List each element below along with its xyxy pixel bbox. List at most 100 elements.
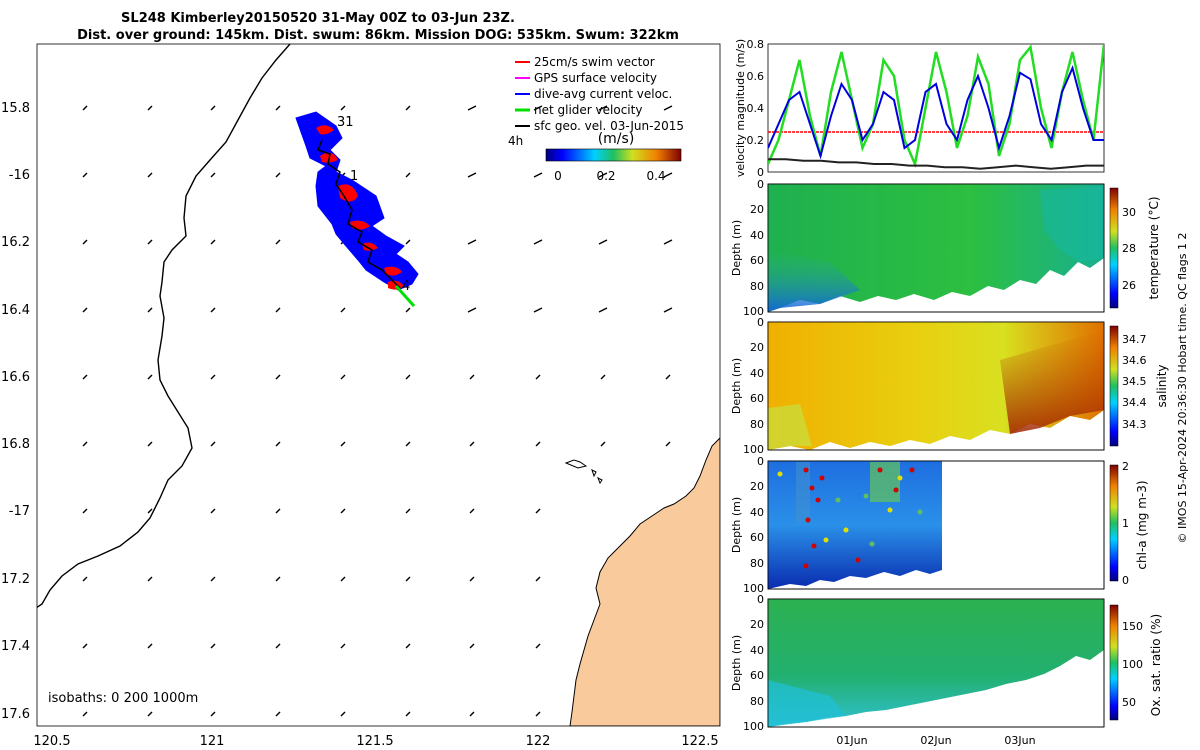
sfc-velocity-arrow (405, 307, 411, 313)
sfc-velocity-arrow (600, 441, 606, 447)
legend-4h: 4h (508, 134, 523, 148)
temperature-y-tick: 20 (750, 203, 764, 216)
sfc-velocity-arrow (469, 711, 475, 717)
chlorophyll-dot (803, 563, 809, 569)
sfc-velocity-arrow (600, 374, 606, 380)
sfc-velocity-arrow (275, 105, 281, 111)
track-red-dot (362, 242, 378, 251)
map-panel: 31 1 4 25cm/s swim vector GPS surface ve… (1, 43, 721, 749)
sfc-velocity-arrow (535, 508, 541, 514)
chlorophyll-cbar-tick: 0 (1122, 574, 1129, 587)
chlorophyll-dot (917, 509, 923, 515)
track-label-4: 4 (402, 279, 410, 294)
chlorophyll-dot (843, 527, 849, 533)
sfc-velocity-arrow (210, 105, 216, 111)
map-colorbar (545, 148, 682, 162)
sfc-velocity-arrow (598, 307, 608, 313)
sfc-velocity-arrow (467, 105, 477, 111)
chlorophyll-dots (777, 467, 923, 569)
velocity-y-tick: 0 (757, 166, 764, 179)
map-colorbar-tick: 0.4 (646, 169, 665, 183)
sfc-velocity-arrow (405, 172, 411, 178)
sfc-velocity-arrow (340, 307, 346, 313)
oxygen-colorbar (1109, 604, 1119, 721)
temperature-y-label: Depth (m) (730, 220, 743, 276)
salinity-y-tick: 100 (743, 443, 764, 456)
chlorophyll-dot (877, 467, 883, 473)
sfc-velocity-arrow (405, 374, 411, 380)
chlorophyll-dot (909, 467, 915, 473)
sfc-velocity-arrow (533, 239, 543, 245)
chlorophyll-dot (869, 541, 875, 547)
salinity-cbar-tick: 34.6 (1122, 354, 1147, 367)
sfc-velocity-arrow (405, 239, 411, 245)
sfc-velocity-arrow (405, 643, 411, 649)
map-colorbar-tick: 0.2 (596, 169, 615, 183)
sfc-velocity-arrow (210, 172, 216, 178)
chlorophyll-dot (863, 493, 869, 499)
chlorophyll-dot (887, 507, 893, 513)
sfc-velocity-arrow (82, 105, 88, 111)
sfc-velocity-arrow (147, 711, 153, 717)
temperature-cbar-tick: 28 (1122, 242, 1136, 255)
island (564, 459, 588, 469)
salinity-cbar-label: salinity (1155, 364, 1169, 407)
salinity-cbar-tick: 34.5 (1122, 375, 1147, 388)
imos-credit: © IMOS 15-Apr-2024 20:36:30 Hobart time.… (1176, 233, 1189, 544)
sfc-velocity-arrow (275, 307, 281, 313)
sfc-velocity-arrow (533, 307, 543, 313)
chlorophyll-dot (809, 485, 815, 491)
sfc-velocity-arrow (147, 643, 153, 649)
temperature-deep-field (768, 250, 860, 312)
oxygen-cbar-tick: 150 (1122, 620, 1143, 633)
chlorophyll-dot (823, 537, 829, 543)
legend-gps-label: GPS surface velocity (534, 71, 657, 85)
chlorophyll-field (768, 461, 942, 589)
track-red-dot (316, 125, 334, 135)
net-glider-velocity-vector (394, 284, 416, 308)
sfc-velocity-arrow (598, 105, 608, 111)
salinity-colorbar (1109, 325, 1119, 447)
sfc-velocity-arrow (82, 239, 88, 245)
sfc-velocity-arrow (469, 576, 475, 582)
oxygen-cbar-tick: 100 (1122, 658, 1143, 671)
sfc-velocity-arrow (663, 307, 673, 313)
x-tick-label: 120.5 (33, 734, 70, 749)
sfc-velocity-arrow (405, 711, 411, 717)
oxygen-cbar-tick: 50 (1122, 696, 1136, 709)
sfc-velocity-arrow (82, 172, 88, 178)
temperature-y-tick: 40 (750, 229, 764, 242)
salinity-fresh-patch (768, 404, 812, 450)
sfc-velocity-arrow (533, 172, 543, 178)
chlorophyll-dot (777, 471, 783, 477)
sfc-velocity-arrow (598, 239, 608, 245)
sfc-velocity-arrow (210, 441, 216, 447)
legend-net-label: net glider velocity (534, 103, 642, 117)
sfc-velocity-arrow (340, 105, 346, 111)
oxygen-field (768, 599, 1104, 727)
temperature-frame (767, 183, 1105, 313)
sfc-velocity-arrow (663, 239, 673, 245)
chlorophyll-dot (803, 467, 809, 473)
chlorophyll-y-tick: 60 (750, 531, 764, 544)
sfc-velocity-arrow (275, 239, 281, 245)
time-x-tick: 01Jun (836, 734, 867, 747)
map-y-ticks: 15.8 -16 16.2 16.4 16.6 16.8 -17 17.2 17… (1, 101, 30, 722)
temperature-y-tick: 80 (750, 280, 764, 293)
salinity-y-tick: 60 (750, 392, 764, 405)
sfc-velocity-arrow (275, 576, 281, 582)
sfc-velocity-arrow (405, 105, 411, 111)
sfc-velocity-arrow (405, 508, 411, 514)
sfc-velocity-vectors (82, 105, 673, 717)
chlorophyll-dot (897, 475, 903, 481)
velocity-y-label: velocity magnitude (m/s) (734, 39, 747, 177)
oxygen-frame (767, 598, 1105, 728)
sfc-velocity-arrow (598, 172, 608, 178)
sfc-velocity-arrow (210, 711, 216, 717)
sfc-velocity-arrow (340, 508, 346, 514)
chlorophyll-y-label: Depth (m) (730, 497, 743, 553)
sfc-velocity-arrow (147, 105, 153, 111)
chlorophyll-panel: Depth (m) 0 20 40 60 80 100 0 1 2 chl-a … (730, 455, 1149, 595)
temperature-y-tick: 0 (757, 178, 764, 191)
